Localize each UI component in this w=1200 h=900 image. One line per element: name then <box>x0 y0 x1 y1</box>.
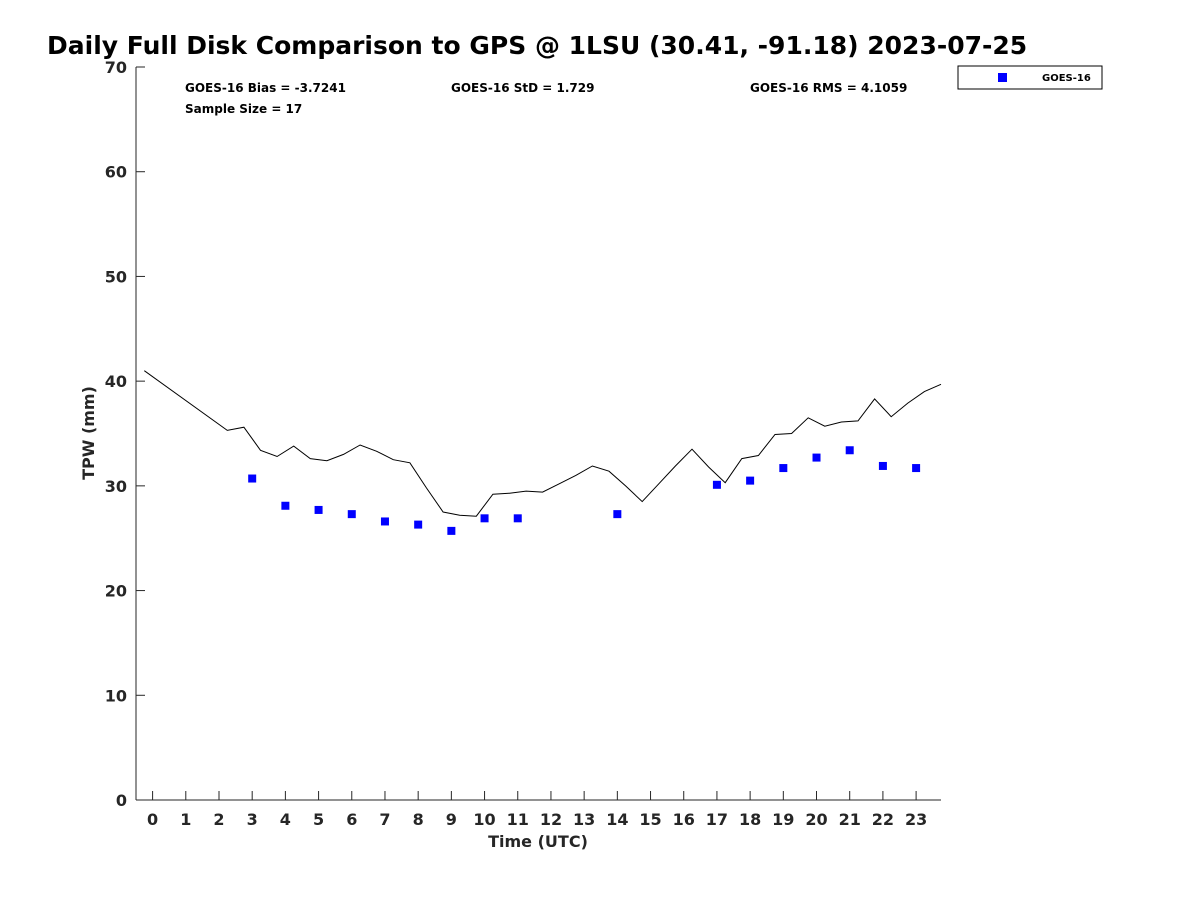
y-tick-label: 40 <box>105 372 127 391</box>
legend-marker <box>998 73 1007 82</box>
goes16-point <box>912 464 921 473</box>
x-tick-label: 13 <box>573 810 595 829</box>
std-annotation: GOES-16 StD = 1.729 <box>451 81 594 95</box>
y-axis-label: TPW (mm) <box>79 386 98 480</box>
x-tick-label: 19 <box>772 810 794 829</box>
goes16-point <box>746 476 755 485</box>
x-tick-label: 17 <box>706 810 728 829</box>
y-tick-label: 0 <box>116 791 127 810</box>
x-tick-label: 0 <box>147 810 158 829</box>
x-tick-label: 22 <box>872 810 894 829</box>
goes16-point <box>845 446 854 455</box>
x-tick-label: 7 <box>379 810 390 829</box>
legend: GOES-16 <box>957 65 1103 90</box>
x-tick-label: 12 <box>540 810 562 829</box>
x-tick-label: 4 <box>280 810 291 829</box>
goes16-point <box>314 505 323 514</box>
chart-title: Daily Full Disk Comparison to GPS @ 1LSU… <box>47 31 1027 60</box>
x-tick-label: 8 <box>413 810 424 829</box>
goes16-point <box>414 520 423 529</box>
y-tick-label: 10 <box>105 686 127 705</box>
goes16-point <box>347 510 356 519</box>
x-tick-label: 10 <box>473 810 495 829</box>
x-tick-label: 14 <box>606 810 628 829</box>
rms-annotation: GOES-16 RMS = 4.1059 <box>750 81 907 95</box>
bias-annotation: GOES-16 Bias = -3.7241 <box>185 81 346 95</box>
x-axis: 0 1 2 3 4 5 6 7 8 9 10 11 12 13 14 15 16 17 18 19 20 21 22 23 <box>136 791 941 829</box>
x-tick-label: 5 <box>313 810 324 829</box>
y-tick-label: 50 <box>105 267 127 286</box>
goes16-point <box>380 517 389 526</box>
y-tick-label: 60 <box>105 163 127 182</box>
goes16-series <box>248 446 921 535</box>
goes16-point <box>480 514 489 523</box>
goes16-point <box>712 480 721 489</box>
goes16-point <box>513 514 522 523</box>
y-tick-label: 70 <box>105 58 127 77</box>
goes16-point <box>281 501 290 510</box>
x-tick-label: 9 <box>446 810 457 829</box>
goes16-point <box>779 464 788 473</box>
sample-size-annotation: Sample Size = 17 <box>185 102 302 116</box>
goes16-point <box>447 526 456 535</box>
legend-box <box>957 65 1103 90</box>
x-tick-label: 18 <box>739 810 761 829</box>
y-tick-label: 20 <box>105 582 127 601</box>
x-tick-label: 15 <box>639 810 661 829</box>
x-tick-label: 11 <box>507 810 529 829</box>
goes16-point <box>248 474 257 483</box>
x-axis-label: Time (UTC) <box>488 832 588 851</box>
x-tick-label: 16 <box>673 810 695 829</box>
x-tick-label: 23 <box>905 810 927 829</box>
goes16-point <box>812 453 821 462</box>
x-tick-label: 21 <box>839 810 861 829</box>
legend-label: GOES-16 <box>1042 73 1091 84</box>
y-tick-label: 30 <box>105 477 127 496</box>
x-tick-label: 20 <box>805 810 827 829</box>
goes16-point <box>878 461 887 470</box>
x-tick-label: 2 <box>213 810 224 829</box>
goes16-point <box>613 510 622 519</box>
y-axis: 0 10 20 30 40 50 60 70 <box>105 58 145 810</box>
x-tick-label: 3 <box>247 810 258 829</box>
x-tick-label: 6 <box>346 810 357 829</box>
gps-line-series <box>144 370 942 517</box>
gps-line <box>144 370 942 517</box>
x-tick-label: 1 <box>180 810 191 829</box>
